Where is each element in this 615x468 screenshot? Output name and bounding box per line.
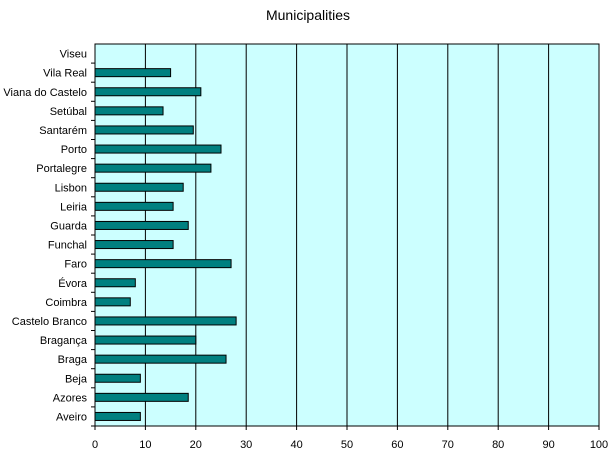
y-tick-label: Viana do Castelo [3,87,87,99]
bar [94,87,202,97]
bar [94,373,141,383]
y-tick-label: Portalegre [36,163,87,175]
y-tick-label: Beja [65,373,88,385]
bar [94,278,136,288]
x-tick-label: 20 [190,439,202,451]
bar [94,335,197,345]
bar [94,144,222,154]
bar [94,201,174,211]
x-tick-labels: 0 10 20 30 40 50 60 70 80 90 100 [92,439,608,451]
bar [94,220,189,230]
x-tick-label: 100 [590,439,608,451]
bars [94,68,237,421]
x-tick-label: 60 [391,439,403,451]
x-tick-label: 80 [492,439,504,451]
bar [94,240,174,250]
y-tick-label: Aveiro [56,411,87,423]
axes [91,44,600,430]
y-tick-label: Vila Real [43,68,87,80]
y-tick-label: Leiria [60,201,88,213]
y-tick-label: Porto [61,144,87,156]
x-tick-label: 30 [240,439,252,451]
y-tick-labels: Viseu Vila Real Viana do Castelo Setúbal San… [3,49,87,424]
bar [94,125,194,135]
x-tick-label: 50 [341,439,353,451]
x-tick-label: 90 [542,439,554,451]
y-tick-label: Santarém [39,125,87,137]
y-tick-label: Bragança [40,335,88,347]
chart-title: Municipalities [266,7,350,23]
x-tick-label: 10 [139,439,151,451]
y-tick-label: Funchal [48,240,87,252]
y-tick-label: Viseu [60,49,87,61]
y-tick-label: Castelo Branco [12,316,87,328]
x-tick-label: 70 [442,439,454,451]
y-tick-label: Setúbal [50,106,87,118]
bar [94,163,212,173]
y-tick-label: Évora [58,277,88,290]
bar [94,259,232,269]
y-tick-label: Azores [53,392,88,404]
y-tick-label: Guarda [50,220,88,232]
bar [94,106,164,116]
y-tick-label: Coimbra [45,297,87,309]
y-tick-label: Braga [58,354,88,366]
bar [94,182,184,192]
y-tick-label: Lisbon [55,182,87,194]
x-tick-label: 0 [92,439,98,451]
bar [94,316,237,326]
bar [94,354,227,364]
bar [94,68,172,78]
bar [94,392,189,402]
bar [94,297,131,307]
x-tick-label: 40 [290,439,302,451]
y-tick-label: Faro [64,259,87,271]
bar [94,411,141,421]
